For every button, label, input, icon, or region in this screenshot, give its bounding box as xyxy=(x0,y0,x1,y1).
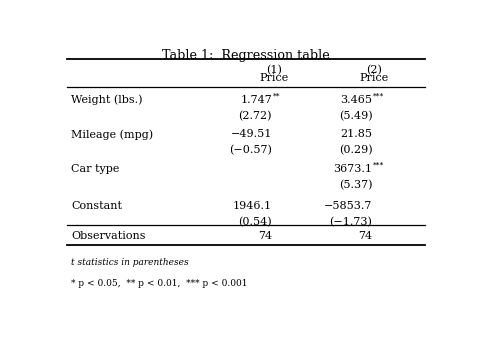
Text: t statistics in parentheses: t statistics in parentheses xyxy=(71,258,189,267)
Text: 3673.1: 3673.1 xyxy=(334,164,372,174)
Text: Observations: Observations xyxy=(71,231,145,241)
Text: 74: 74 xyxy=(258,231,272,241)
Text: 3.465: 3.465 xyxy=(340,95,372,105)
Text: Mileage (mpg): Mileage (mpg) xyxy=(71,129,153,140)
Text: (−0.57): (−0.57) xyxy=(229,145,272,155)
Text: 1946.1: 1946.1 xyxy=(233,201,272,211)
Text: Weight (lbs.): Weight (lbs.) xyxy=(71,95,143,105)
Text: −5853.7: −5853.7 xyxy=(324,201,372,211)
Text: Table 1:  Regression table: Table 1: Regression table xyxy=(162,49,330,62)
Text: (1): (1) xyxy=(266,65,282,76)
Text: (2): (2) xyxy=(366,65,382,76)
Text: −49.51: −49.51 xyxy=(231,129,272,139)
Text: 74: 74 xyxy=(359,231,372,241)
Text: Car type: Car type xyxy=(71,164,120,174)
Text: ***: *** xyxy=(373,92,384,100)
Text: Price: Price xyxy=(259,73,288,83)
Text: (2.72): (2.72) xyxy=(239,110,272,121)
Text: (0.54): (0.54) xyxy=(239,217,272,227)
Text: (5.49): (5.49) xyxy=(339,110,372,121)
Text: (−1.73): (−1.73) xyxy=(330,217,372,227)
Text: 21.85: 21.85 xyxy=(340,129,372,139)
Text: (5.37): (5.37) xyxy=(339,179,372,190)
Text: **: ** xyxy=(273,92,280,100)
Text: (0.29): (0.29) xyxy=(339,145,372,155)
Text: Constant: Constant xyxy=(71,201,122,211)
Text: 1.747: 1.747 xyxy=(240,95,272,105)
Text: * p < 0.05,  ** p < 0.01,  *** p < 0.001: * p < 0.05, ** p < 0.01, *** p < 0.001 xyxy=(71,279,248,288)
Text: ***: *** xyxy=(373,161,384,169)
Text: Price: Price xyxy=(360,73,389,83)
